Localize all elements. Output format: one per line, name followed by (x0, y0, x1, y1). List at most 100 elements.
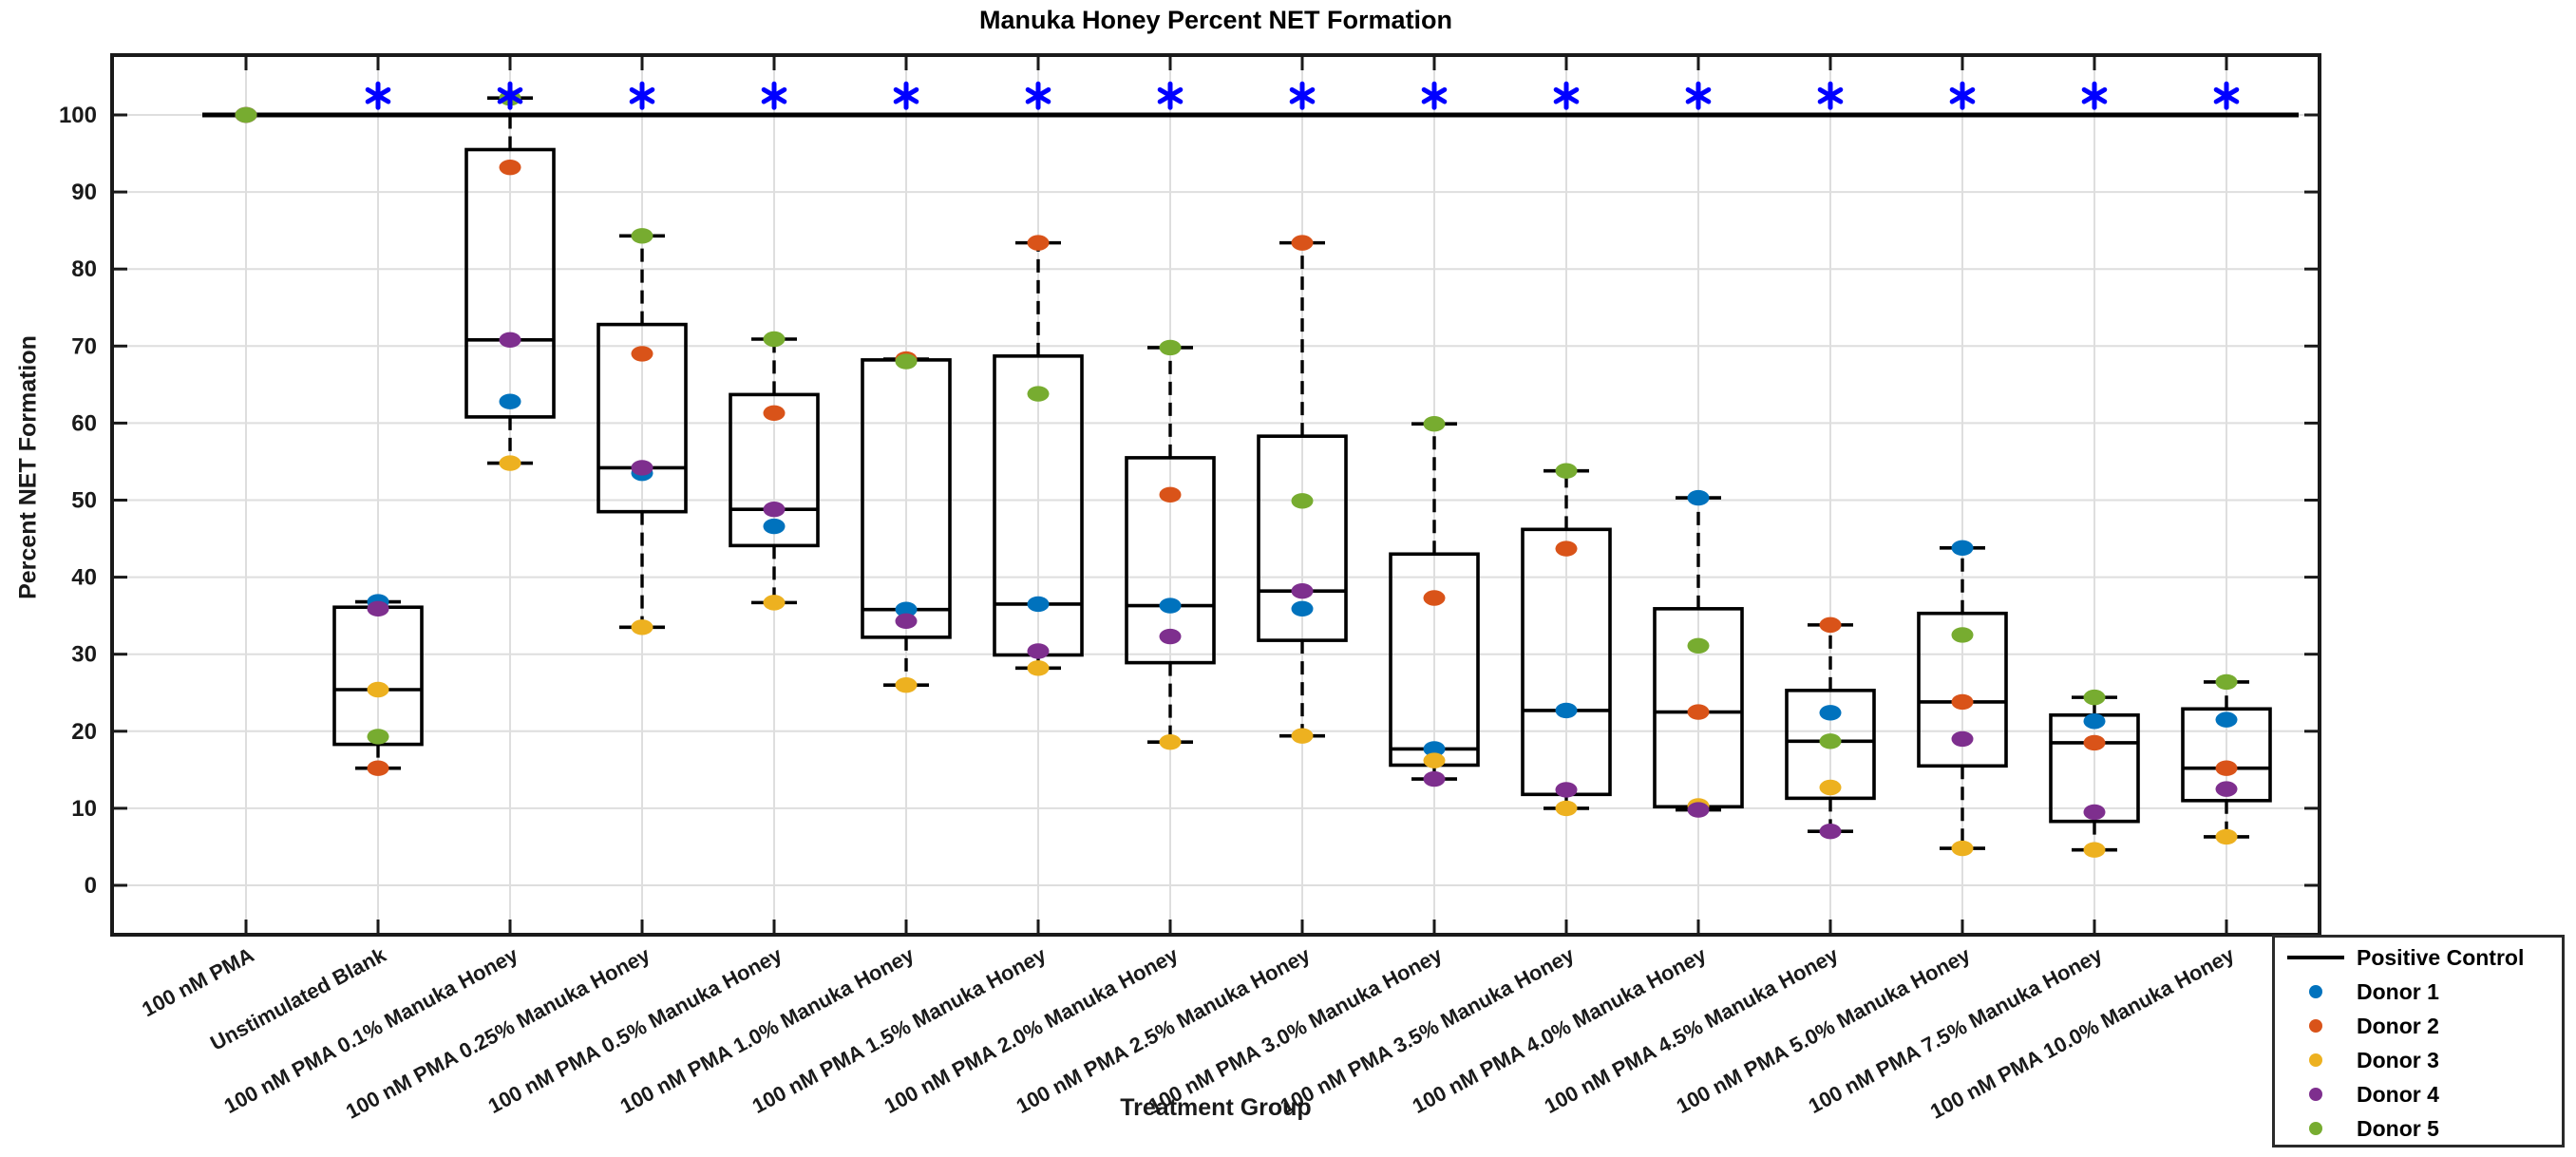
donor-point (1951, 840, 1974, 857)
legend-row: Positive Control (2275, 940, 2562, 975)
donor-point (2215, 711, 2238, 728)
significance-asterisk-icon (1421, 81, 1448, 110)
donor-point (895, 601, 918, 617)
asterisk-stroke (1025, 86, 1051, 104)
donor-point (1819, 779, 1842, 796)
donor-point (367, 600, 389, 617)
donor-point (763, 405, 786, 422)
legend-dot-swatch (2309, 985, 2322, 998)
donor-point (2083, 842, 2106, 858)
donor-point (2083, 689, 2106, 706)
significance-asterisk-icon (1553, 81, 1580, 110)
donor-point (1159, 597, 1182, 614)
significance-asterisk-icon (1157, 81, 1184, 110)
donor-point (763, 502, 786, 518)
legend-row: Donor 4 (2275, 1077, 2562, 1111)
donor-point (1291, 600, 1314, 617)
iqr-box (1917, 611, 2008, 768)
donor-point (1555, 782, 1578, 798)
donor-point (895, 613, 918, 630)
donor-point (1027, 643, 1050, 659)
legend-label: Donor 4 (2357, 1081, 2439, 1107)
donor-point (1555, 800, 1578, 817)
y-tick-label: 40 (71, 565, 97, 591)
iqr-box (597, 322, 688, 514)
legend-label: Positive Control (2357, 944, 2525, 970)
y-tick-label: 30 (71, 642, 97, 668)
y-tick-label: 10 (71, 796, 97, 822)
asterisk-stroke (1685, 86, 1712, 104)
donor-point (1027, 235, 1050, 251)
significance-asterisk-icon (1025, 81, 1051, 110)
donor-point (1159, 733, 1182, 750)
legend-label: Donor 1 (2357, 978, 2439, 1004)
significance-asterisk-icon (1685, 81, 1712, 110)
significance-asterisk-icon (2213, 81, 2240, 110)
donor-point (1555, 463, 1578, 479)
y-axis-label: Percent NET Formation (14, 335, 42, 599)
legend-dot-swatch (2309, 1088, 2322, 1101)
legend-swatch-zone (2275, 1053, 2357, 1067)
asterisk-stroke (2213, 86, 2240, 104)
donor-point (631, 619, 653, 635)
donor-point (367, 760, 389, 776)
iqr-box (2181, 707, 2272, 803)
donor-point (1159, 628, 1182, 645)
donor-point (499, 393, 521, 409)
donor-point (1291, 493, 1314, 509)
donor-point (1423, 741, 1446, 757)
asterisk-stroke (1949, 86, 1976, 104)
y-tick-label: 0 (85, 873, 97, 899)
donor-point (2083, 713, 2106, 730)
significance-asterisk-icon (893, 81, 919, 110)
donor-point (631, 460, 653, 476)
donor-point (1687, 489, 1710, 506)
donor-point (2215, 673, 2238, 691)
donor-point (1819, 733, 1842, 749)
donor-point (895, 676, 918, 693)
y-tick-label: 60 (71, 410, 97, 436)
asterisk-stroke (365, 86, 391, 104)
donor-point (2215, 781, 2238, 797)
donor-point (1291, 582, 1314, 599)
donor-point (367, 681, 389, 698)
asterisk-stroke (1421, 86, 1448, 104)
asterisk-stroke (2081, 86, 2108, 104)
donor-point (1687, 802, 1710, 818)
donor-point (235, 106, 257, 123)
donor-point (1159, 339, 1182, 356)
donor-point (499, 332, 521, 349)
significance-asterisk-icon (1289, 81, 1316, 110)
significance-asterisk-icon (1817, 81, 1844, 110)
donor-point (1159, 486, 1182, 503)
legend-swatch-zone (2275, 1088, 2357, 1101)
legend-row: Donor 1 (2275, 975, 2562, 1009)
y-tick-label: 90 (71, 180, 97, 205)
iqr-box (1257, 434, 1348, 642)
donor-point (631, 346, 653, 362)
y-tick-label: 80 (71, 256, 97, 282)
legend-label: Donor 3 (2357, 1047, 2439, 1072)
legend-swatch-zone (2275, 985, 2357, 998)
donor-point (763, 331, 786, 348)
asterisk-stroke (761, 86, 787, 104)
legend-line-swatch (2287, 956, 2344, 959)
donor-point (2083, 804, 2106, 821)
x-axis-label: Treatment Group (1120, 1094, 1312, 1121)
significance-asterisk-icon (629, 81, 655, 110)
y-tick-label: 100 (59, 103, 97, 128)
asterisk-stroke (1553, 86, 1580, 104)
asterisk-stroke (1289, 86, 1316, 104)
donor-point (1951, 627, 1974, 643)
iqr-box (1785, 689, 1876, 801)
significance-asterisk-icon (497, 81, 523, 110)
iqr-box (729, 392, 820, 548)
legend-label: Donor 2 (2357, 1013, 2439, 1038)
donor-point (2215, 760, 2238, 776)
donor-point (1951, 693, 1974, 711)
donor-point (763, 595, 786, 611)
chart-title: Manuka Honey Percent NET Formation (978, 6, 1453, 34)
donor-point (367, 729, 389, 745)
legend-row: Donor 2 (2275, 1009, 2562, 1043)
